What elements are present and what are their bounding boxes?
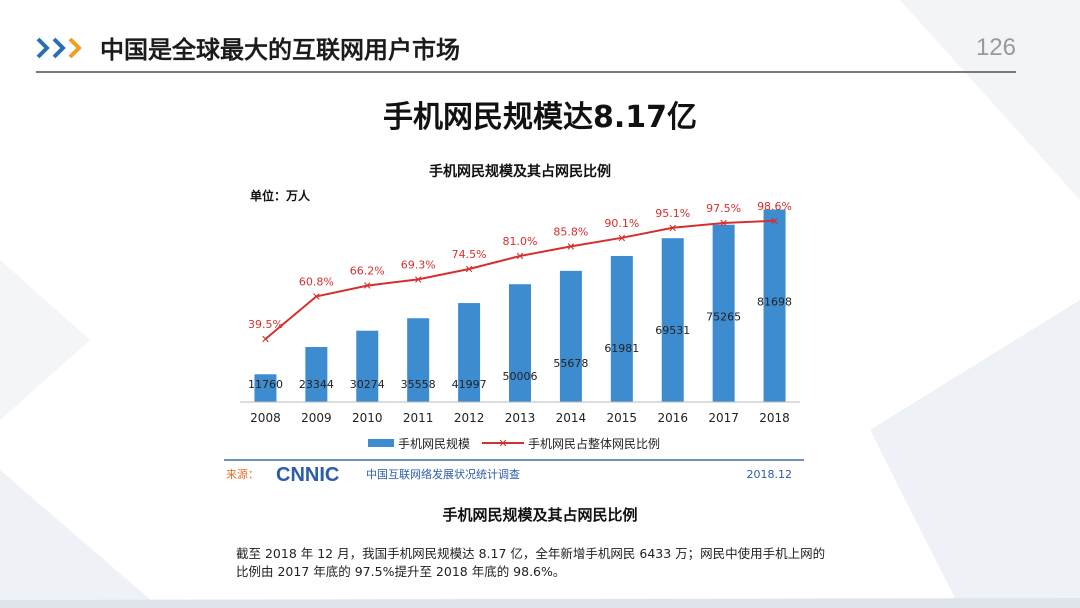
bar-value-label-2014: 55678 — [553, 357, 588, 370]
bar-value-label-2012: 41997 — [452, 378, 487, 391]
line-point-marker-2012: ✕ — [464, 263, 473, 276]
bar-2008 — [254, 374, 277, 402]
bar-value-label-2015: 61981 — [604, 342, 639, 355]
chart-title: 手机网民规模及其占网民比例 — [429, 163, 611, 180]
line-value-label-2008: 39.5% — [248, 318, 283, 331]
bar-value-label-2016: 69531 — [655, 324, 690, 337]
source-label: 来源： — [226, 467, 259, 481]
line-value-label-2015: 90.1% — [604, 217, 639, 230]
x-tick-label-2010: 2010 — [352, 411, 383, 425]
line-value-label-2018: 98.6% — [757, 200, 792, 213]
line-point-marker-2015: ✕ — [617, 232, 626, 245]
x-tick-label-2013: 2013 — [505, 411, 536, 425]
line-point-marker-2013: ✕ — [515, 250, 524, 263]
cnnic-logo: CNNIC — [276, 464, 339, 486]
line-value-label-2009: 60.8% — [299, 275, 334, 288]
bar-value-label-2008: 11760 — [248, 378, 283, 391]
unit-label: 单位：万人 — [250, 188, 311, 203]
bar-2011 — [407, 318, 430, 402]
legend-bar-label: 手机网民规模 — [398, 436, 470, 451]
header-divider — [36, 71, 1016, 73]
bar-2018 — [763, 209, 786, 402]
line-point-marker-2017: ✕ — [719, 217, 728, 230]
legend-cross-icon: ✕ — [498, 437, 507, 450]
line-point-marker-2016: ✕ — [668, 222, 677, 235]
x-tick-label-2012: 2012 — [454, 411, 485, 425]
line-series-path — [264, 219, 775, 340]
bar-2012 — [458, 303, 481, 402]
line-point-marker-2018: ✕ — [770, 215, 779, 228]
bar-2017 — [712, 224, 735, 402]
bar-value-label-2017: 75265 — [706, 311, 741, 324]
x-tick-label-2018: 2018 — [759, 411, 790, 425]
line-value-label-2016: 95.1% — [655, 207, 690, 220]
line-point-marker-2009: ✕ — [312, 290, 321, 303]
bar-value-label-2013: 50006 — [503, 370, 538, 383]
line-value-label-2013: 81.0% — [503, 235, 538, 248]
chevron-arrows-icon — [36, 37, 82, 59]
description-text: 截至 2018 年 12 月，我国手机网民规模达 8.17 亿，全年新增手机网民… — [236, 546, 826, 579]
line-point-marker-2014: ✕ — [566, 240, 575, 253]
bar-2009 — [305, 347, 328, 402]
bar-2013 — [509, 284, 531, 402]
x-tick-label-2015: 2015 — [607, 411, 638, 425]
line-point-marker-2008: ✕ — [261, 333, 270, 346]
source-date: 2018.12 — [747, 468, 793, 481]
line-point-marker-2010: ✕ — [363, 280, 372, 293]
bar-value-label-2011: 35558 — [401, 378, 436, 391]
bar-2010 — [356, 330, 379, 402]
bar-value-label-2009: 23344 — [299, 378, 334, 391]
bar-2014 — [559, 270, 582, 402]
x-tick-label-2017: 2017 — [708, 411, 739, 425]
main-heading: 手机网民规模达8.17亿 — [382, 100, 698, 135]
x-tick-label-2016: 2016 — [657, 411, 688, 425]
line-point-marker-2011: ✕ — [414, 273, 423, 286]
line-value-label-2010: 66.2% — [350, 265, 385, 278]
line-value-label-2011: 69.3% — [401, 258, 436, 271]
chart-caption: 手机网民规模及其占网民比例 — [442, 506, 638, 524]
bar-2016 — [661, 238, 684, 402]
line-value-label-2014: 85.8% — [553, 225, 588, 238]
x-tick-label-2014: 2014 — [556, 411, 587, 425]
source-name: 中国互联网络发展状况统计调查 — [366, 467, 520, 481]
line-value-label-2012: 74.5% — [452, 248, 487, 261]
x-tick-label-2008: 2008 — [250, 411, 281, 425]
legend-line-label: 手机网民占整体网民比例 — [528, 436, 660, 451]
x-tick-label-2009: 2009 — [301, 411, 332, 425]
page-number: 126 — [975, 34, 1016, 61]
chart: 手机网民规模及其占网民比例 单位：万人 11760 23344 30274 35558… — [224, 163, 804, 486]
line-value-label-2017: 97.5% — [706, 202, 741, 215]
slide-title: 中国是全球最大的互联网用户市场 — [100, 36, 460, 64]
bar-2015 — [610, 256, 633, 402]
legend-bar-swatch — [368, 439, 394, 447]
x-tick-label-2011: 2011 — [403, 411, 434, 425]
bar-value-label-2018: 81698 — [757, 296, 792, 309]
bar-value-label-2010: 30274 — [350, 378, 385, 391]
